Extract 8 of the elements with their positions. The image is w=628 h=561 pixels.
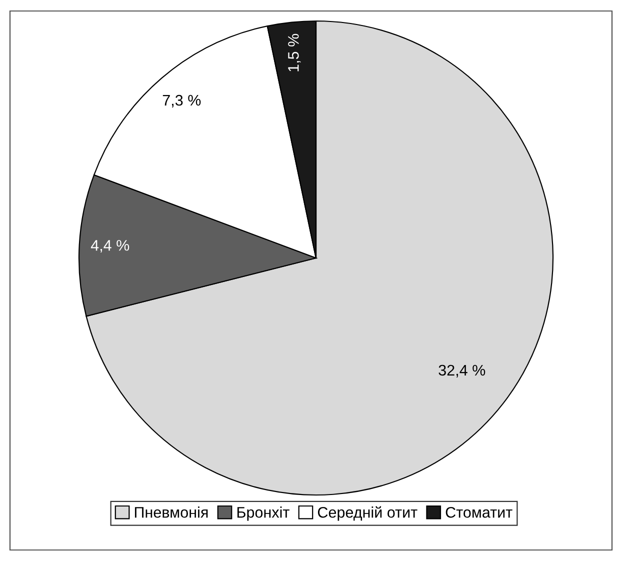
legend-label: Пневмонія (134, 506, 208, 518)
legend-label: Бронхіт (237, 506, 290, 521)
data-label: 7,3 % (162, 94, 201, 108)
data-label: 1,5 % (288, 34, 301, 72)
legend-label: Стоматит (446, 506, 512, 518)
data-label: 32,4 % (438, 364, 486, 378)
legend-label: Середній отит (318, 506, 418, 521)
data-label: 4,4 % (90, 240, 130, 253)
